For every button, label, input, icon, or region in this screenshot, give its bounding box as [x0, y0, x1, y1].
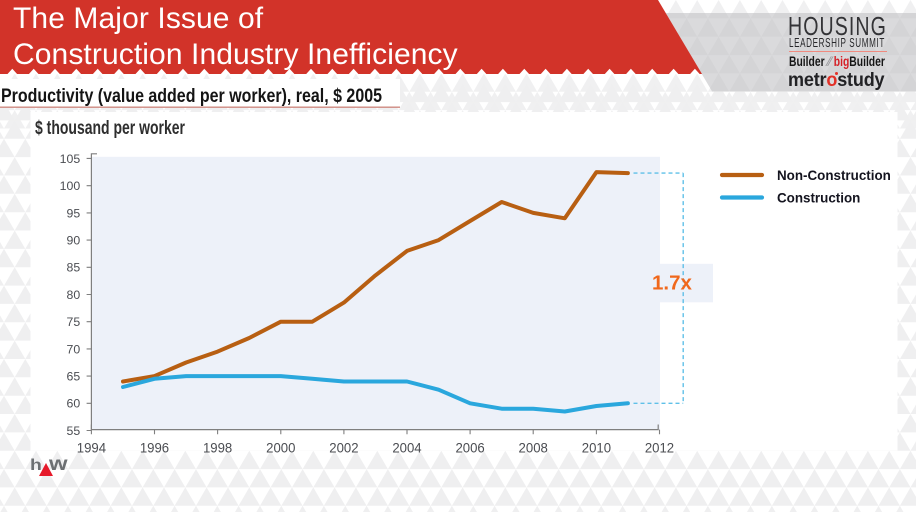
svg-text:1998: 1998	[203, 440, 233, 455]
svg-text:2002: 2002	[329, 440, 358, 455]
svg-text:2004: 2004	[392, 440, 422, 455]
svg-text:100: 100	[60, 179, 81, 193]
svg-text:Non-Construction: Non-Construction	[777, 168, 891, 183]
svg-text:105: 105	[60, 152, 81, 166]
svg-text:2010: 2010	[582, 440, 612, 455]
svg-text:2006: 2006	[455, 440, 485, 455]
svg-text:85: 85	[67, 261, 81, 275]
svg-text:2012: 2012	[645, 440, 674, 455]
svg-text:75: 75	[67, 315, 81, 329]
svg-text:Construction: Construction	[777, 190, 860, 205]
svg-text:60: 60	[67, 397, 81, 411]
svg-text:2000: 2000	[266, 440, 296, 455]
svg-text:70: 70	[67, 342, 81, 356]
svg-text:95: 95	[67, 206, 81, 220]
svg-text:80: 80	[67, 288, 81, 302]
svg-text:90: 90	[67, 234, 81, 248]
svg-text:55: 55	[67, 424, 81, 438]
svg-text:65: 65	[67, 370, 81, 384]
svg-text:1.7x: 1.7x	[652, 272, 692, 295]
svg-text:1996: 1996	[140, 440, 170, 455]
svg-text:2008: 2008	[519, 440, 549, 455]
svg-text:1994: 1994	[77, 440, 107, 455]
